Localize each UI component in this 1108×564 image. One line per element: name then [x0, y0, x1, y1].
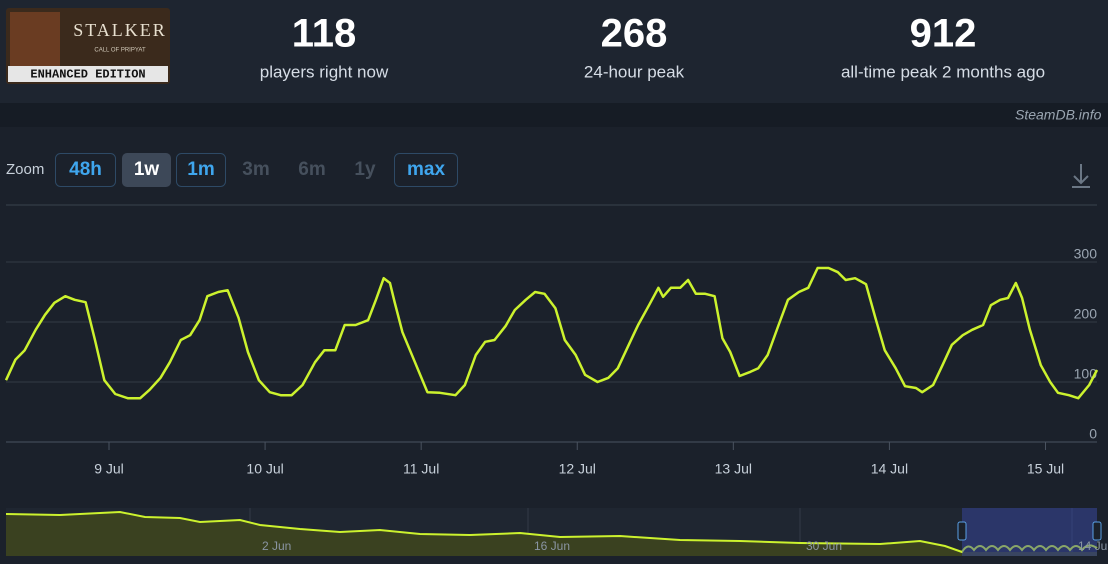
navigator-label: 16 Jun	[534, 539, 570, 553]
plot: 0 100 200 300 9 Jul 10 Jul 11 Jul 12 Jul 13 Jul 1…	[4, 246, 1099, 477]
zoom-button[interactable]: 1m	[176, 153, 226, 187]
zoom-button-label: 1y	[354, 159, 376, 180]
zoom-button: 3m	[242, 159, 269, 180]
game-logo: STALKER CALL OF PRIPYAT ENHANCED EDITION	[6, 8, 170, 84]
navigator-label: 2 Jun	[262, 539, 291, 553]
zoom-buttons: 48h 1w 1m 3m 6m 1y max	[55, 153, 458, 187]
header-strip	[0, 103, 1108, 127]
zoom-button-label: 48h	[69, 159, 102, 180]
logo-subtitle: CALL OF PRIPYAT	[94, 48, 146, 54]
series-line	[4, 266, 1099, 400]
zoom-button-bg	[122, 153, 171, 187]
logo-edition: ENHANCED EDITION	[30, 68, 145, 82]
y-tick-label: 100	[1074, 366, 1098, 382]
navigator-selection[interactable]	[962, 508, 1097, 556]
y-tick-label: 200	[1074, 306, 1098, 322]
zoom-button[interactable]: max	[394, 153, 458, 187]
x-tick-label: 11 Jul	[403, 461, 439, 477]
zoom-button: 6m	[298, 159, 325, 180]
zoom-label: Zoom	[6, 161, 44, 178]
zoom-button-label: 6m	[298, 159, 325, 180]
x-tick-label: 15 Jul	[1027, 461, 1064, 477]
logo-title: STALKER	[73, 20, 167, 40]
x-tick-label: 13 Jul	[715, 461, 752, 477]
stat-label: players right now	[260, 62, 389, 81]
chart-bg	[0, 127, 1108, 564]
y-tick-label: 300	[1074, 246, 1098, 262]
navigator-handle[interactable]	[1092, 521, 1102, 541]
navigator: 2 Jun 16 Jun 30 Jun 14 Jul	[5, 508, 1108, 556]
y-tick-label: 0	[1089, 426, 1097, 442]
zoom-button-label: max	[407, 159, 445, 180]
stat-label: 24-hour peak	[584, 62, 685, 81]
stat-value: 268	[601, 12, 668, 56]
zoom-button-bg	[176, 153, 226, 187]
watermark: SteamDB.info	[1015, 107, 1102, 123]
logo-figure	[10, 12, 60, 68]
zoom-button-label: 1w	[134, 159, 160, 180]
stat-value: 912	[910, 12, 977, 56]
x-tick-label: 10 Jul	[246, 461, 283, 477]
x-tick-label: 9 Jul	[94, 461, 124, 477]
navigator-label: 30 Jun	[806, 539, 842, 553]
navigator-handle[interactable]	[957, 521, 967, 541]
zoom-button-bg	[55, 153, 116, 187]
zoom-button-label: 1m	[187, 159, 214, 180]
x-tick-label: 14 Jul	[871, 461, 908, 477]
stat-label: all-time peak 2 months ago	[841, 62, 1045, 81]
download-glyph	[1072, 164, 1090, 188]
x-tick-label: 12 Jul	[559, 461, 596, 477]
navigator-line	[5, 510, 1098, 554]
zoom-button: 1y	[354, 159, 376, 180]
header-bg	[0, 0, 1108, 103]
logo-edition-bg	[8, 66, 168, 82]
zoom-button-label: 3m	[242, 159, 269, 180]
stat-value: 118	[292, 12, 357, 56]
zoom-button-bg	[394, 153, 458, 187]
navigator-label: 14 Jul	[1078, 539, 1108, 553]
navigator-area	[6, 512, 1097, 556]
download-icon[interactable]	[1072, 164, 1090, 188]
zoom-button[interactable]: 1w	[122, 153, 171, 187]
zoom-button[interactable]: 48h	[55, 153, 116, 187]
